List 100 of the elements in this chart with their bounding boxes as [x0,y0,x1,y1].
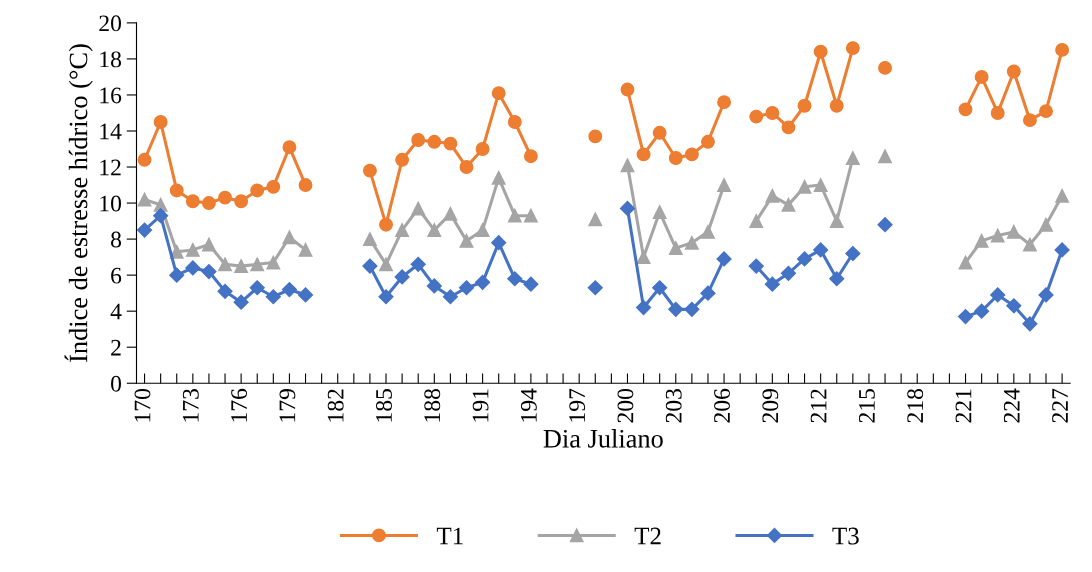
x-tick-label: 200 [617,389,634,423]
point [845,41,860,56]
point [700,285,716,301]
point [201,263,217,280]
point [201,237,216,252]
point [266,255,281,270]
point [716,251,732,267]
point [185,260,201,276]
point [185,242,200,257]
point [523,149,538,164]
point [234,194,249,209]
point [250,183,265,198]
x-tick-label: 182 [327,389,344,422]
point [475,142,490,156]
point [217,283,233,299]
point [250,257,265,272]
x-tick-label: 197 [569,388,586,422]
point [958,102,973,117]
point [266,179,281,194]
y-tick-label: 2 [111,339,121,356]
point [507,271,523,287]
y-tick-label: 12 [100,159,121,176]
x-tick-label: 191 [472,389,489,422]
y-tick-label: 16 [100,87,122,104]
point [395,223,410,238]
point [652,125,667,140]
point [201,196,216,211]
y-tick-label: 18 [100,51,122,68]
x-tick-label: 218 [907,389,924,423]
point [249,280,265,296]
point [523,276,539,292]
point [233,294,249,310]
point [668,301,684,317]
legend-label: T1 [436,527,463,545]
point [797,98,812,113]
point [137,152,152,167]
point [523,208,538,223]
point [684,301,700,317]
point [1006,64,1021,79]
point [765,188,780,203]
point [781,120,796,135]
x-tick-label: 221 [955,389,972,423]
y-tick-label: 10 [100,195,122,212]
point [442,289,458,305]
point [491,86,506,101]
point [588,212,603,227]
point [411,133,426,147]
point [668,151,683,165]
point [829,271,845,287]
point [426,278,442,294]
point [507,115,522,129]
point [990,287,1006,303]
point [298,178,313,192]
point [749,109,764,124]
point [781,197,796,212]
point [282,140,297,155]
point [620,158,635,173]
point [153,115,168,129]
point [796,251,813,267]
x-tick-label: 194 [520,388,537,422]
point [974,303,990,319]
point [748,258,764,274]
point [957,309,974,325]
point [1022,316,1038,332]
point [749,214,764,229]
point [652,205,667,220]
point [218,257,232,272]
point [443,136,458,151]
x-tick-label: 215 [858,389,875,423]
point [411,201,426,216]
point [717,95,732,110]
point [958,255,973,270]
point [218,190,232,205]
x-tick-label: 179 [279,389,296,422]
point [282,230,297,245]
x-tick-label: 209 [762,389,779,423]
x-axis-title: Dia Juliano [543,429,663,448]
point [234,259,249,274]
point [475,223,490,238]
point [153,208,169,224]
y-tick-label: 4 [110,303,122,320]
point [1054,242,1070,258]
point [427,134,442,149]
point [797,179,812,194]
point [1022,113,1037,128]
point [636,250,651,265]
point [845,245,861,262]
point [877,217,893,233]
point [974,69,989,84]
point [974,233,989,248]
y-tick-label: 14 [100,123,122,140]
point [636,299,652,316]
point [619,200,636,217]
point [185,194,200,209]
point [829,98,844,113]
point [1006,298,1022,314]
point [169,267,185,283]
point [362,258,378,274]
legend-label: T2 [634,527,661,545]
x-tick-label: 176 [231,388,248,422]
